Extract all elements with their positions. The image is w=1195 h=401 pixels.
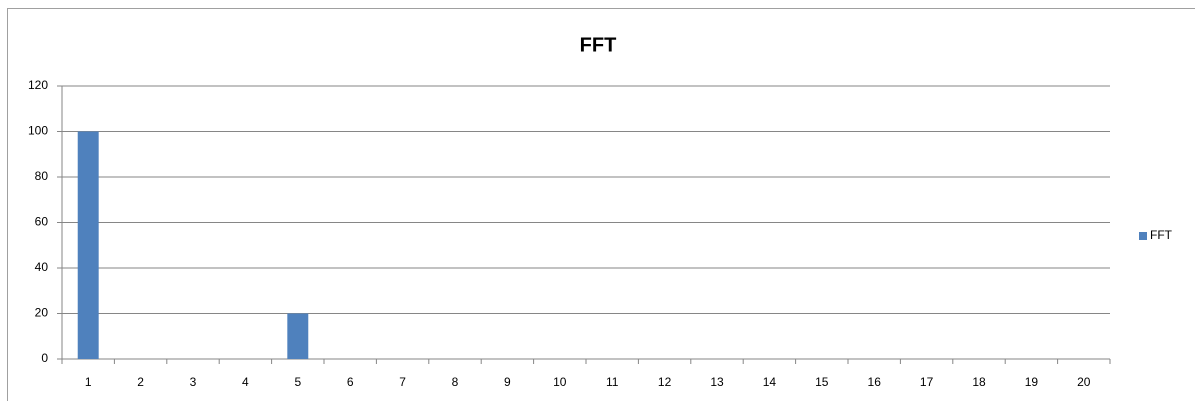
x-tick-label: 7 bbox=[399, 375, 406, 389]
x-tick-label: 14 bbox=[763, 375, 777, 389]
x-tick-label: 16 bbox=[868, 375, 882, 389]
y-tick-label: 60 bbox=[35, 215, 49, 229]
x-tick-label: 10 bbox=[553, 375, 567, 389]
x-tick-label: 9 bbox=[504, 375, 511, 389]
y-tick-label: 120 bbox=[28, 78, 48, 92]
x-tick-label: 20 bbox=[1077, 375, 1091, 389]
x-tick-label: 15 bbox=[815, 375, 829, 389]
y-tick-label: 80 bbox=[35, 169, 49, 183]
chart-frame bbox=[7, 8, 1195, 401]
x-tick-label: 6 bbox=[347, 375, 354, 389]
x-tick-label: 19 bbox=[1025, 375, 1039, 389]
x-tick-label: 13 bbox=[710, 375, 724, 389]
y-tick-label: 40 bbox=[35, 260, 49, 274]
x-tick-label: 12 bbox=[658, 375, 672, 389]
y-tick-label: 20 bbox=[35, 306, 49, 320]
x-tick-label: 8 bbox=[452, 375, 459, 389]
bar bbox=[287, 313, 309, 359]
x-tick-label: 4 bbox=[242, 375, 249, 389]
chart-title: FFT bbox=[580, 34, 617, 56]
x-tick-label: 5 bbox=[294, 375, 301, 389]
legend-label: FFT bbox=[1150, 228, 1173, 242]
legend-swatch bbox=[1139, 232, 1147, 240]
x-tick-label: 18 bbox=[972, 375, 986, 389]
bar bbox=[77, 131, 99, 359]
y-tick-label: 100 bbox=[28, 124, 48, 138]
y-tick-label: 0 bbox=[41, 351, 48, 365]
x-tick-label: 3 bbox=[190, 375, 197, 389]
x-tick-label: 17 bbox=[920, 375, 934, 389]
x-tick-label: 2 bbox=[137, 375, 144, 389]
x-tick-label: 11 bbox=[606, 375, 619, 389]
x-tick-label: 1 bbox=[85, 375, 92, 389]
